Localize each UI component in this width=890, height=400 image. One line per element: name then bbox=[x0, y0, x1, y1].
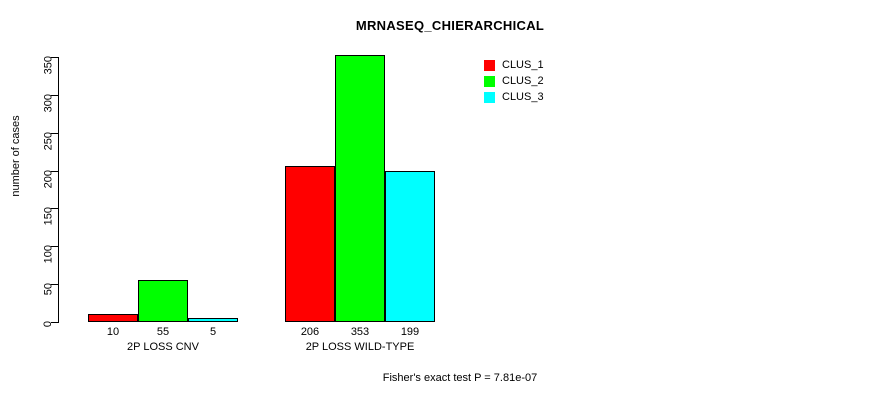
y-tick-mark bbox=[51, 132, 58, 134]
bar bbox=[138, 280, 188, 322]
bar-value-label: 55 bbox=[156, 326, 170, 338]
bar bbox=[285, 166, 335, 322]
legend-item: CLUS_2 bbox=[484, 74, 544, 88]
bar-value-label: 206 bbox=[300, 326, 320, 338]
y-axis-line bbox=[58, 57, 59, 323]
bar bbox=[335, 54, 385, 322]
y-tick-mark bbox=[51, 208, 58, 210]
legend-label: CLUS_3 bbox=[502, 90, 544, 103]
y-tick-mark bbox=[51, 94, 58, 96]
legend-item: CLUS_1 bbox=[484, 58, 544, 72]
legend-label: CLUS_2 bbox=[502, 74, 544, 87]
y-tick-mark bbox=[51, 284, 58, 286]
bar bbox=[385, 171, 435, 322]
legend-item: CLUS_3 bbox=[484, 90, 544, 104]
x-axis-group-label: 2P LOSS WILD-TYPE bbox=[305, 341, 415, 353]
legend: CLUS_1 CLUS_2 CLUS_3 bbox=[484, 58, 544, 106]
bar bbox=[88, 314, 138, 322]
y-tick-mark bbox=[51, 170, 58, 172]
bar-value-label: 353 bbox=[350, 326, 370, 338]
chart-title-text: MRNASEQ_CHIERARCHICAL bbox=[355, 18, 545, 33]
chart-title: MRNASEQ_CHIERARCHICAL bbox=[0, 18, 890, 33]
footnote-text: Fisher's exact test P = 7.81e-07 bbox=[382, 372, 538, 384]
y-tick-mark bbox=[51, 322, 58, 323]
legend-label: CLUS_1 bbox=[502, 58, 544, 71]
x-axis-group-label: 2P LOSS CNV bbox=[127, 341, 199, 353]
bar-value-label: 5 bbox=[209, 326, 217, 338]
bar-value-label: 199 bbox=[400, 326, 420, 338]
y-tick-mark bbox=[51, 57, 58, 58]
bar bbox=[188, 318, 238, 322]
legend-swatch-icon bbox=[484, 75, 495, 87]
bar-value-label: 10 bbox=[106, 326, 120, 338]
legend-swatch-icon bbox=[484, 59, 495, 71]
legend-swatch-icon bbox=[484, 91, 495, 103]
footnote: Fisher's exact test P = 7.81e-07 bbox=[0, 372, 890, 384]
y-tick-mark bbox=[51, 246, 58, 248]
